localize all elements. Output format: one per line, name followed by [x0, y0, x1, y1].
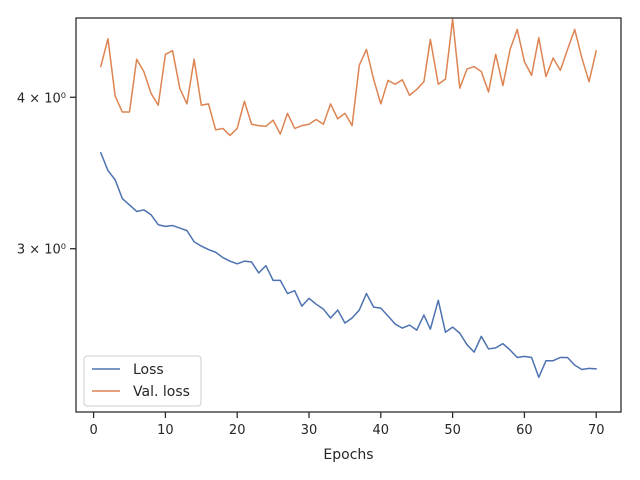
x-tick-label: 20 [229, 423, 246, 438]
legend: Loss Val. loss [83, 355, 202, 407]
legend-label-val-loss: Val. loss [133, 384, 190, 400]
x-tick-label: 40 [373, 423, 390, 438]
x-tick-label: 0 [89, 423, 97, 438]
x-axis-label: Epochs [323, 447, 373, 463]
y-axis: 3 × 10⁰ 4 × 10⁰ [17, 91, 76, 258]
x-tick-label: 70 [588, 423, 605, 438]
legend-label-loss: Loss [133, 362, 164, 378]
series-line-loss [100, 151, 597, 379]
x-tick-label: 10 [157, 423, 174, 438]
x-tick-label: 30 [301, 423, 318, 438]
series-line-val-loss [100, 18, 597, 137]
x-tick-label: 60 [516, 423, 533, 438]
y-tick-label: 4 × 10⁰ [17, 91, 66, 106]
x-tick-label: 50 [444, 423, 461, 438]
x-axis: 0 10 20 30 40 50 60 70 [89, 412, 605, 438]
plot-frame [75, 17, 622, 413]
plot-lines [100, 18, 597, 379]
y-tick-label: 3 × 10⁰ [17, 243, 66, 258]
